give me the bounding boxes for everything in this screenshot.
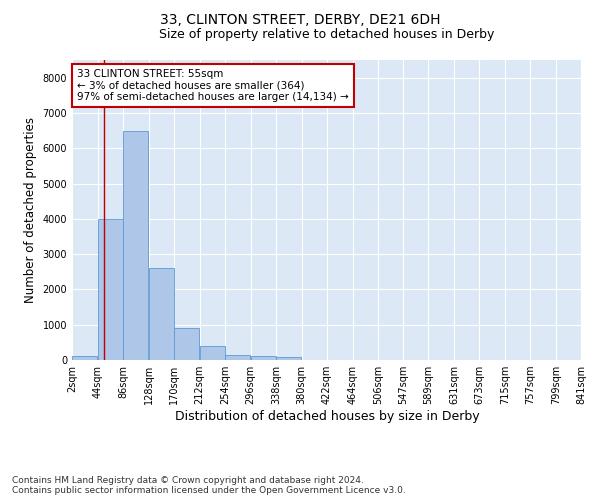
Title: Size of property relative to detached houses in Derby: Size of property relative to detached ho… — [160, 28, 494, 41]
Bar — [123, 130, 148, 360]
X-axis label: Distribution of detached houses by size in Derby: Distribution of detached houses by size … — [175, 410, 479, 423]
Bar — [276, 357, 301, 360]
Text: Contains HM Land Registry data © Crown copyright and database right 2024.
Contai: Contains HM Land Registry data © Crown c… — [12, 476, 406, 495]
Bar — [174, 328, 199, 360]
Bar — [225, 354, 250, 360]
Bar — [98, 219, 123, 360]
Y-axis label: Number of detached properties: Number of detached properties — [24, 117, 37, 303]
Bar — [200, 346, 225, 360]
Bar — [72, 356, 97, 360]
Bar — [251, 356, 276, 360]
Text: 33, CLINTON STREET, DERBY, DE21 6DH: 33, CLINTON STREET, DERBY, DE21 6DH — [160, 12, 440, 26]
Bar — [149, 268, 174, 360]
Text: 33 CLINTON STREET: 55sqm
← 3% of detached houses are smaller (364)
97% of semi-d: 33 CLINTON STREET: 55sqm ← 3% of detache… — [77, 69, 349, 102]
